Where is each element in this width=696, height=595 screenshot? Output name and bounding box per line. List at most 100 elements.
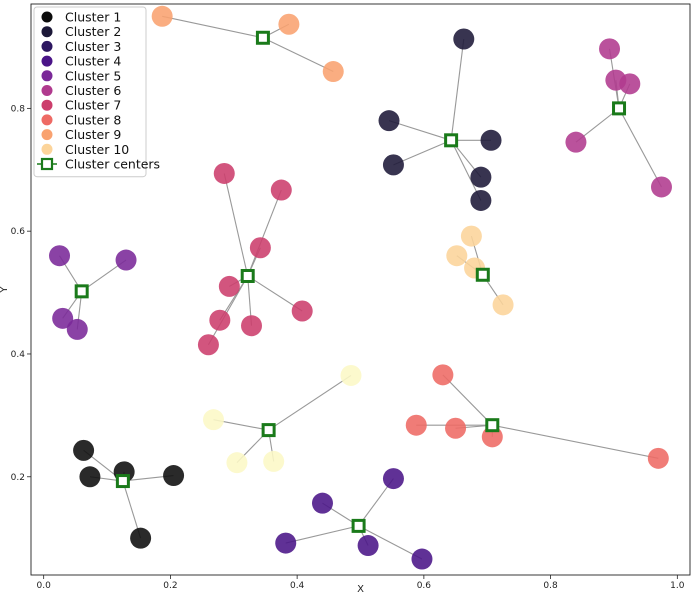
connector-line	[450, 140, 482, 201]
plot-frame	[30, 3, 691, 576]
data-point	[151, 5, 173, 27]
data-point	[460, 225, 482, 247]
legend-marker	[41, 143, 53, 155]
cluster-center-marker	[74, 284, 89, 299]
x-tick-label: 0.4	[290, 581, 305, 591]
x-tick-label: 0.0	[37, 581, 52, 591]
series-2-points	[378, 28, 502, 211]
data-points	[49, 5, 672, 570]
legend-marker	[41, 11, 53, 23]
data-point	[291, 300, 313, 322]
data-point	[163, 465, 185, 487]
data-point	[115, 249, 137, 271]
y-tick-label: 0.2	[11, 473, 25, 483]
cluster-center-marker	[475, 267, 490, 282]
series-11-points	[202, 364, 362, 474]
legend-entry: Cluster 9	[65, 127, 121, 142]
legend-entry: Cluster 2	[65, 24, 121, 39]
y-tick-label: 0.6	[11, 227, 26, 237]
legend-entry: Cluster 4	[65, 54, 121, 69]
cluster-center-marker	[351, 518, 366, 533]
data-point	[470, 166, 492, 188]
cluster-center-marker	[240, 268, 255, 283]
data-point	[52, 307, 74, 329]
data-point	[432, 364, 454, 386]
legend-entry: Cluster 5	[65, 68, 121, 83]
data-point	[446, 245, 468, 267]
data-point	[650, 176, 672, 198]
data-point	[209, 309, 231, 331]
legend-marker	[41, 55, 53, 67]
data-point	[453, 28, 475, 50]
data-point	[599, 38, 621, 60]
series-5-points	[49, 245, 137, 340]
y-tick-label: 0.4	[11, 350, 26, 360]
data-point	[382, 468, 404, 490]
y-axis-label: Y	[0, 286, 10, 294]
data-point	[411, 548, 433, 570]
data-point	[278, 13, 300, 35]
cluster-centers	[74, 30, 627, 533]
x-tick-label: 0.8	[543, 581, 558, 591]
data-point	[405, 414, 427, 436]
legend-entry: Cluster 10	[65, 142, 129, 157]
legend-entry: Cluster 7	[65, 98, 121, 113]
plot-area	[49, 5, 672, 570]
data-point	[66, 318, 88, 340]
x-axis-label: X	[357, 584, 364, 595]
data-point	[218, 275, 240, 297]
connector-line	[358, 525, 423, 560]
series-7-points	[197, 162, 313, 356]
connector-line	[268, 374, 352, 431]
x-tick-label: 0.6	[417, 581, 432, 591]
cluster-center-marker	[261, 423, 276, 438]
legend-entry: Cluster 6	[65, 83, 121, 98]
axes: 0.0 0.2 0.4 0.6 0.8 1.0 0.2 0.4 0.6 0.8 X Y	[0, 3, 691, 595]
legend-box	[33, 6, 147, 178]
legend-marker	[41, 114, 53, 126]
data-point	[270, 179, 292, 201]
connector-line	[492, 424, 659, 459]
data-point	[322, 61, 344, 83]
connector-line	[247, 189, 282, 277]
data-point	[249, 237, 271, 259]
data-point	[311, 492, 333, 514]
legend-marker	[41, 99, 53, 111]
connector-line	[223, 173, 249, 277]
data-point	[565, 131, 587, 153]
legend-marker	[41, 26, 53, 38]
legend-entry: Cluster 8	[65, 112, 121, 127]
legend-entry: Cluster 3	[65, 39, 121, 54]
data-point	[647, 447, 669, 469]
data-point	[492, 294, 514, 316]
data-point	[79, 466, 101, 488]
data-point	[445, 417, 467, 439]
connector-line	[262, 37, 334, 73]
cluster-center-marker	[612, 101, 627, 116]
cluster-center-marker	[255, 30, 270, 45]
data-point	[197, 334, 219, 356]
legend-center-marker	[40, 157, 54, 171]
data-point	[357, 535, 379, 557]
data-point	[130, 527, 152, 549]
data-point	[202, 409, 224, 431]
data-point	[275, 532, 297, 554]
legend-entry-centers: Cluster centers	[65, 157, 160, 172]
x-tick-label: 1.0	[670, 581, 685, 591]
x-tick-label: 0.2	[163, 581, 177, 591]
connector-line	[162, 15, 264, 39]
data-point	[378, 110, 400, 132]
connector-line	[247, 275, 303, 312]
series-10-points	[446, 225, 514, 316]
data-point	[49, 245, 71, 267]
connector-line	[285, 525, 359, 544]
data-point	[470, 189, 492, 211]
connector-line	[442, 374, 493, 426]
data-point	[73, 439, 95, 461]
series-6-points	[565, 38, 672, 198]
series-9-points	[151, 5, 344, 83]
legend-entry: Cluster 1	[65, 10, 121, 25]
data-point	[213, 162, 235, 184]
data-point	[382, 154, 404, 176]
